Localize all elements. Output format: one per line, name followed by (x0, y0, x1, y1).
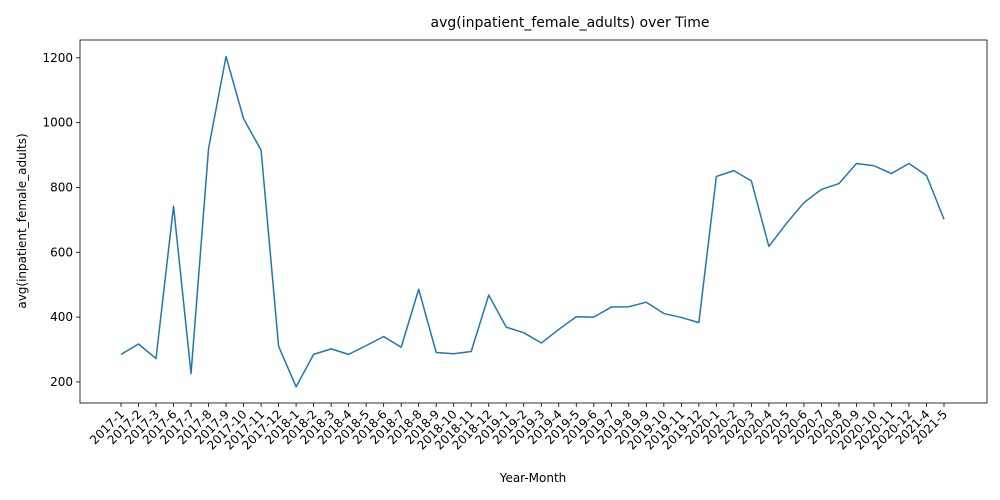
y-tick-label: 200 (50, 375, 73, 389)
x-axis-title: Year-Month (499, 471, 567, 485)
chart-title: avg(inpatient_female_adults) over Time (431, 15, 710, 31)
y-tick-label: 1200 (42, 51, 73, 65)
x-axis: 2017-12017-22017-32017-62017-72017-82017… (87, 403, 950, 453)
axes-frame (79, 39, 988, 404)
plot-area (79, 39, 988, 404)
y-tick-label: 1000 (42, 116, 73, 130)
series-line (120, 55, 945, 388)
y-axis-title: avg(inpatient_female_adults) (15, 133, 29, 308)
y-tick-label: 600 (50, 245, 73, 259)
y-tick-label: 400 (50, 310, 73, 324)
y-axis: 200 400 600 800 1000 1200 (42, 51, 80, 389)
y-tick-label: 800 (50, 180, 73, 194)
